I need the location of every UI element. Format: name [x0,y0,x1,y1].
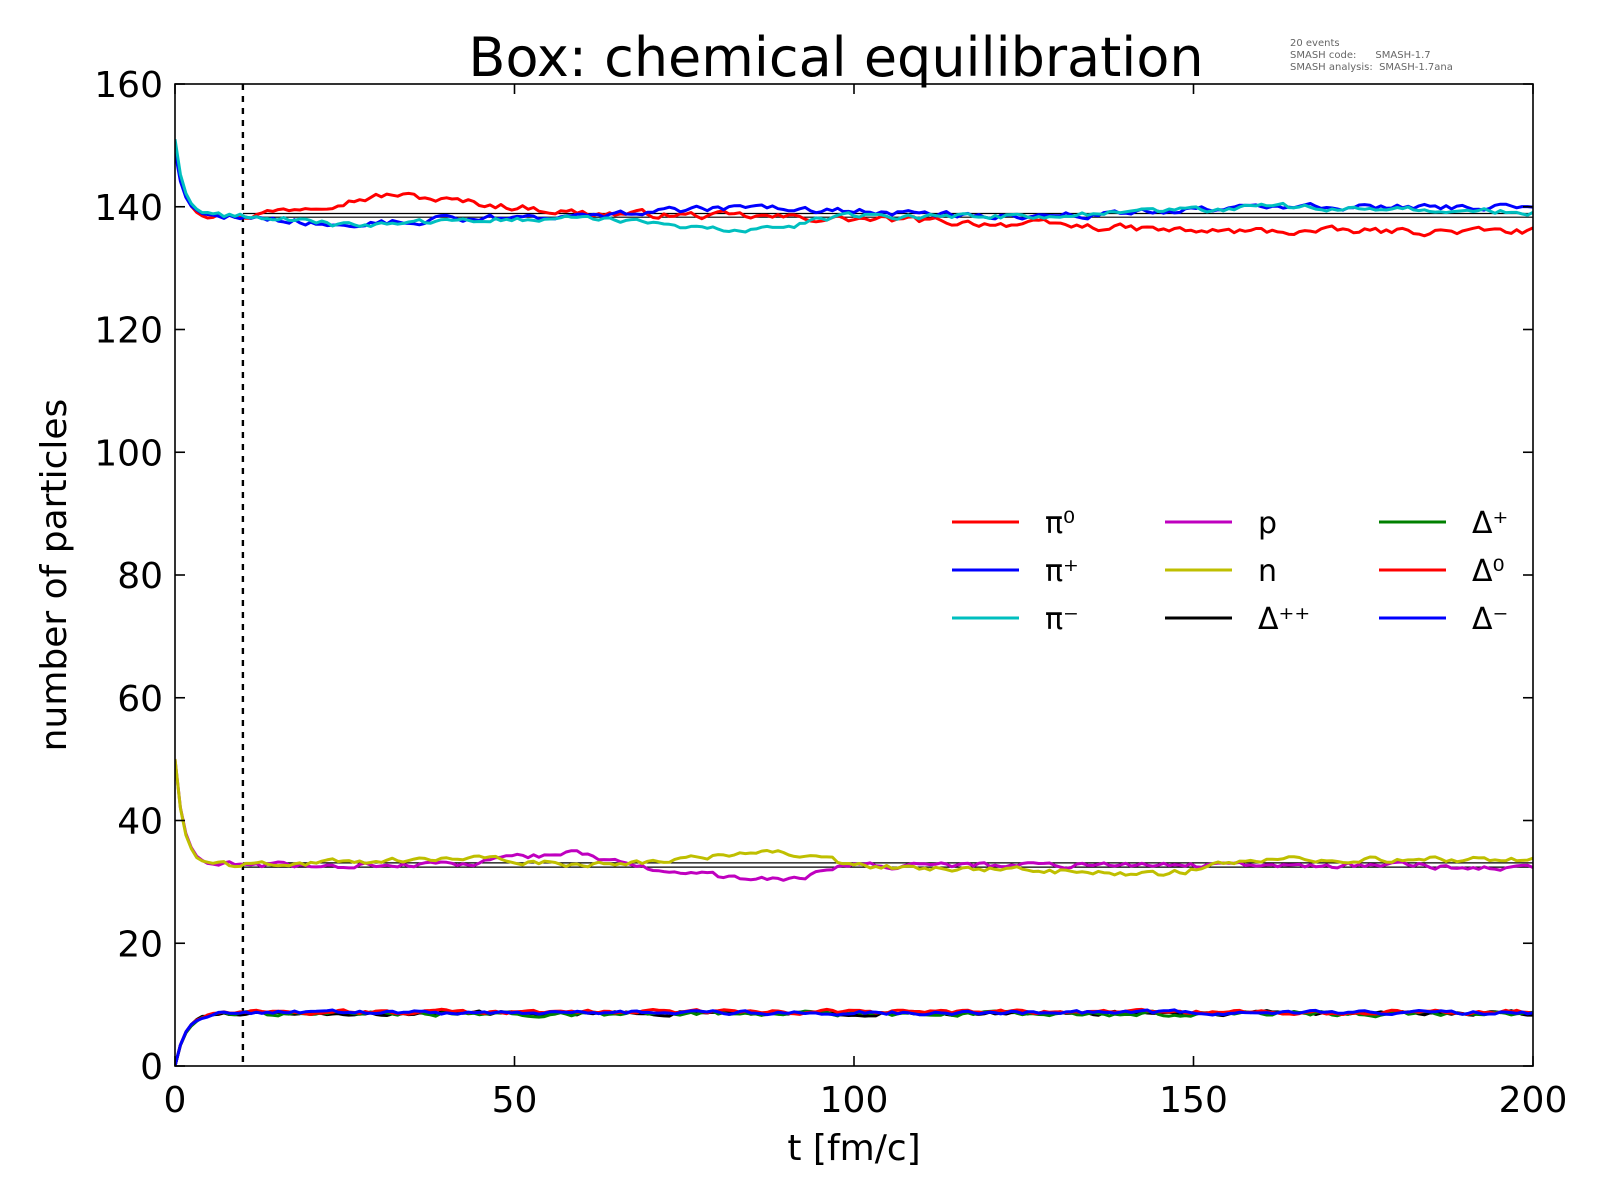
y-tick-label: 120 [94,311,163,352]
series-line [175,145,1533,238]
series-line [175,1008,1533,1066]
run-annotation: 20 events SMASH code: SMASH-1.7 SMASH an… [1290,38,1453,73]
legend-label: Δ⁻ [1472,602,1508,637]
y-tick-label: 160 [94,65,163,106]
legend-label: n [1258,554,1277,589]
x-tick-label: 50 [492,1080,538,1121]
legend-label: π⁺ [1045,554,1079,589]
y-tick-label: 140 [94,188,163,229]
x-tick-label: 0 [164,1080,187,1121]
chart-title: Box: chemical equilibration [468,26,1203,89]
annotation-line-events: 20 events [1290,38,1340,49]
x-tick-label: 200 [1499,1080,1568,1121]
data-series [175,138,1533,1066]
y-tick-label: 20 [117,924,163,965]
y-axis-label: number of particles [34,399,75,752]
legend-label: p [1258,506,1277,541]
legend-label: Δ⁰ [1472,554,1505,589]
x-tick-label: 150 [1159,1080,1228,1121]
legend-label: π⁰ [1045,506,1075,541]
y-tick-label: 60 [117,679,163,720]
legend: π⁰ π⁺ π⁻ pn Δ⁺⁺ Δ⁺ Δ⁰ Δ⁻ [952,506,1508,637]
x-axis-label: t [fm/c] [787,1128,920,1169]
y-axis-ticks: 0 20 40 60 80 100 120 140 160 [94,65,1533,1088]
y-tick-label: 40 [117,802,163,843]
x-axis-ticks: 0 50 100 150 200 [164,84,1568,1121]
y-tick-label: 100 [94,433,163,474]
annotation-line-code: SMASH code: SMASH-1.7 [1290,50,1431,61]
x-tick-label: 100 [820,1080,889,1121]
legend-label: π⁻ [1045,602,1079,637]
legend-label: Δ⁺ [1472,506,1508,541]
legend-label: Δ⁺⁺ [1258,602,1310,637]
y-tick-label: 80 [117,556,163,597]
annotation-line-analysis: SMASH analysis: SMASH-1.7ana [1290,62,1453,73]
series-line [175,138,1533,234]
y-tick-label: 0 [140,1047,163,1088]
series-line [175,758,1533,877]
